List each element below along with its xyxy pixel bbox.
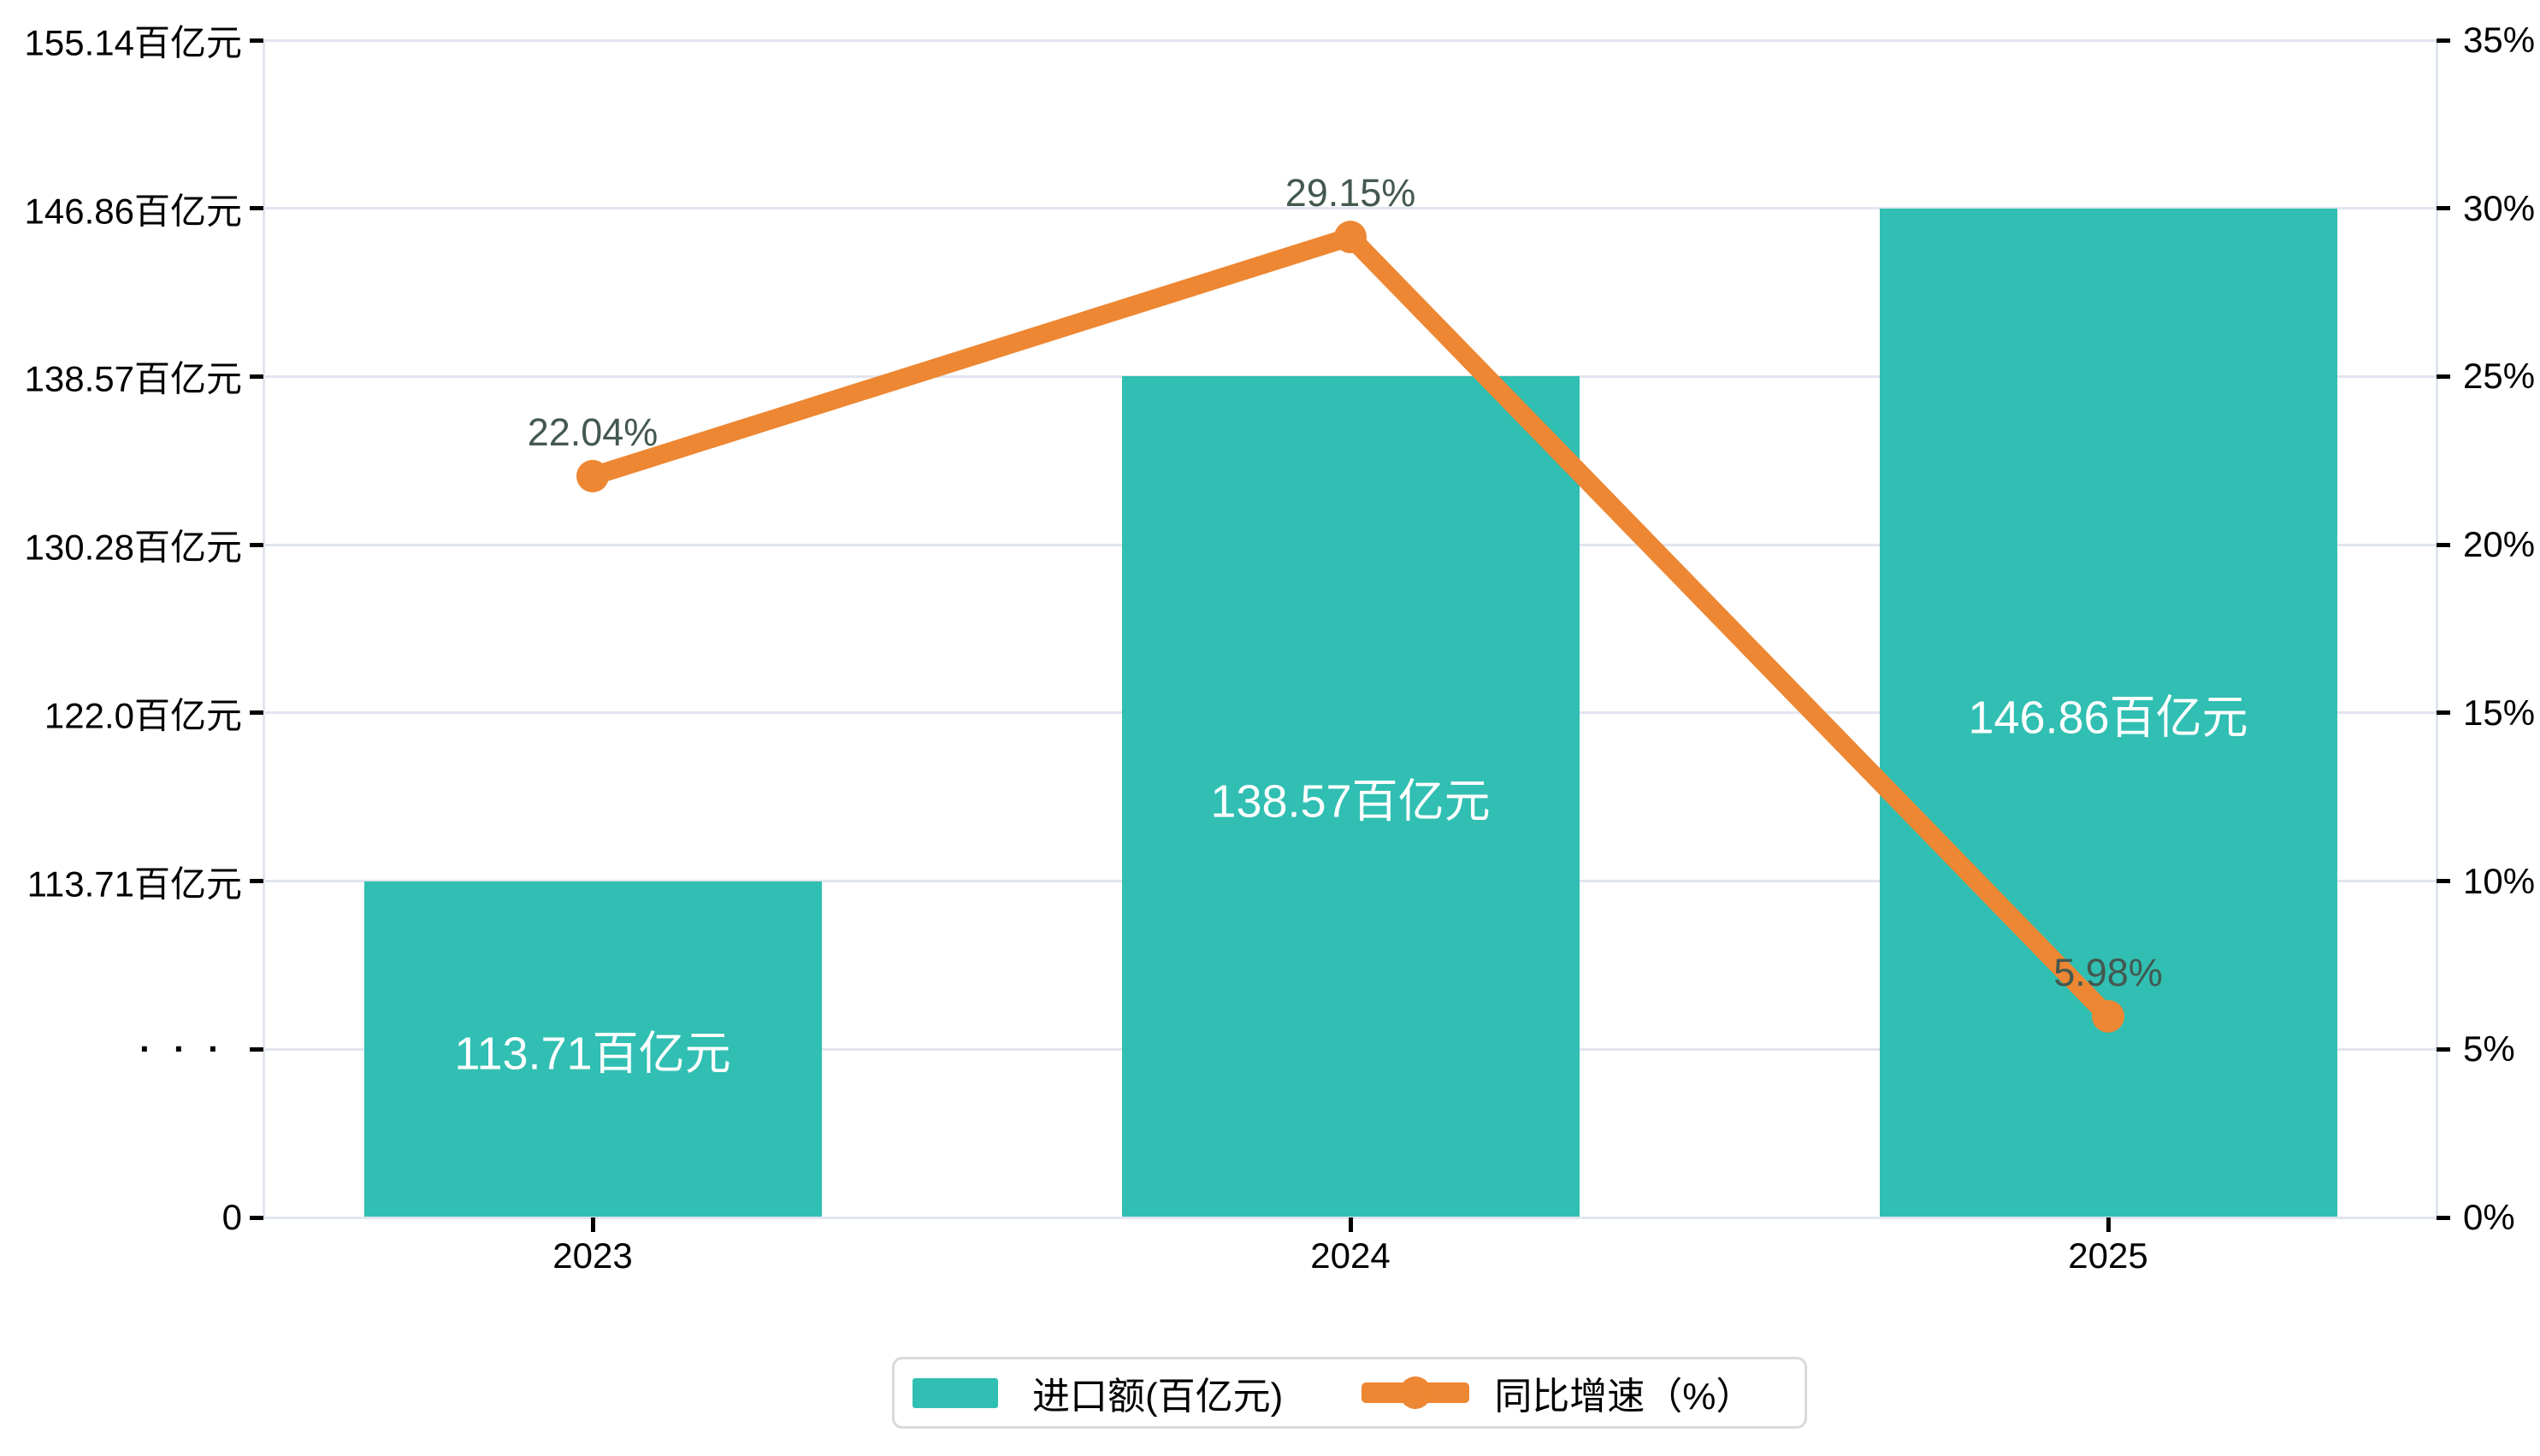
left-axis-tick [250,542,263,547]
x-axis-label-2025: 2025 [2068,1235,2148,1276]
legend-label-imports: 进口额(百亿元) [1032,1376,1284,1418]
legend: 进口额(百亿元) 同比增速（%） [892,1357,1807,1429]
left-axis-label: 138.57百亿元 [24,358,242,399]
x-axis-label-2023: 2023 [552,1235,633,1276]
right-axis-tick [2437,710,2450,716]
x-axis-tick [1348,1217,1353,1232]
left-axis-line [262,40,265,1217]
left-axis-tick [250,879,263,884]
left-axis-label: 130.28百亿元 [24,527,242,568]
left-axis-tick [250,374,263,379]
line-point-2024[interactable] [1334,221,1367,254]
bar-series-swatch-icon [913,1377,998,1408]
right-axis-label: 0% [2463,1197,2515,1237]
left-axis-tick [250,38,263,43]
legend-item-imports[interactable]: 进口额(百亿元) [913,1365,1283,1420]
left-axis-label: 122.0百亿元 [44,695,242,736]
line-point-label: 22.04% [527,410,659,454]
right-axis-tick [2437,879,2450,884]
right-axis-label: 20% [2463,524,2536,565]
left-axis-label: 0 [222,1197,242,1237]
right-axis-tick [2437,206,2450,211]
left-axis-tick [250,1046,263,1052]
right-axis-tick [2437,38,2450,43]
right-axis-tick [2437,542,2450,547]
line-point-label: 5.98% [2053,950,2163,994]
left-axis-tick [250,206,263,211]
line-point-2023[interactable] [576,459,609,492]
line-series-marker-icon [1362,1376,1470,1410]
bar-value-label: 113.71百亿元 [454,1028,731,1080]
bar-value-label: 146.86百亿元 [1968,692,2248,744]
line-icon-dot [1399,1376,1432,1409]
x-axis-label-2024: 2024 [1310,1235,1391,1276]
right-axis-label: 5% [2463,1029,2515,1070]
left-axis-tick [250,1215,263,1220]
gridline [263,38,2437,42]
left-axis-label: 113.71百亿元 [27,864,242,905]
right-axis-line [2435,40,2438,1217]
bar-value-label: 138.57百亿元 [1210,775,1491,828]
legend-label-growth: 同比增速（%） [1494,1376,1754,1418]
left-axis-label: 155.14百亿元 [24,22,242,63]
right-axis-label: 10% [2463,860,2536,901]
x-axis-tick [590,1217,595,1232]
line-point-label: 29.15% [1285,171,1416,215]
right-axis-tick [2437,1046,2450,1052]
legend-item-growth[interactable]: 同比增速（%） [1362,1365,1753,1420]
right-axis-label: 35% [2463,20,2536,60]
right-axis-label: 30% [2463,187,2536,228]
right-axis-tick [2437,1215,2450,1220]
right-axis-tick [2437,374,2450,379]
left-axis-label: ··· [139,1029,242,1070]
right-axis-label: 25% [2463,356,2536,397]
right-axis-label: 15% [2463,692,2536,733]
left-axis-tick [250,710,263,716]
gridline [263,207,2437,210]
left-axis-label: 146.86百亿元 [24,191,242,232]
x-axis-tick [2106,1217,2111,1232]
